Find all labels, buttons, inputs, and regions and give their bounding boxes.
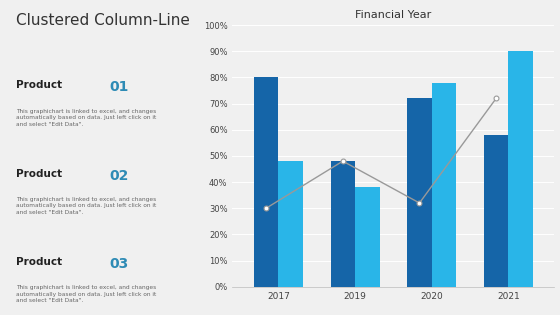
Text: Product: Product	[16, 80, 66, 90]
Text: Clustered Column-Line: Clustered Column-Line	[16, 13, 189, 28]
Bar	[254, 77, 278, 287]
Text: This graphichart is linked to excel, and changes
automatically based on data. Ju: This graphichart is linked to excel, and…	[16, 109, 156, 127]
Text: 03: 03	[110, 257, 129, 271]
Title: Financial Year: Financial Year	[355, 10, 432, 20]
Bar	[355, 187, 380, 287]
Text: This graphichart is linked to excel, and changes
automatically based on data. Ju: This graphichart is linked to excel, and…	[16, 285, 156, 303]
Text: Product: Product	[16, 257, 66, 267]
Bar	[330, 161, 355, 287]
Text: 02: 02	[110, 169, 129, 182]
Bar	[278, 161, 303, 287]
Text: This graphichart is linked to excel, and changes
automatically based on data. Ju: This graphichart is linked to excel, and…	[16, 197, 156, 215]
Bar	[484, 135, 508, 287]
Bar	[407, 98, 432, 287]
Text: 01: 01	[110, 80, 129, 94]
Bar	[508, 51, 533, 287]
Bar	[432, 83, 456, 287]
Text: Product: Product	[16, 169, 66, 179]
